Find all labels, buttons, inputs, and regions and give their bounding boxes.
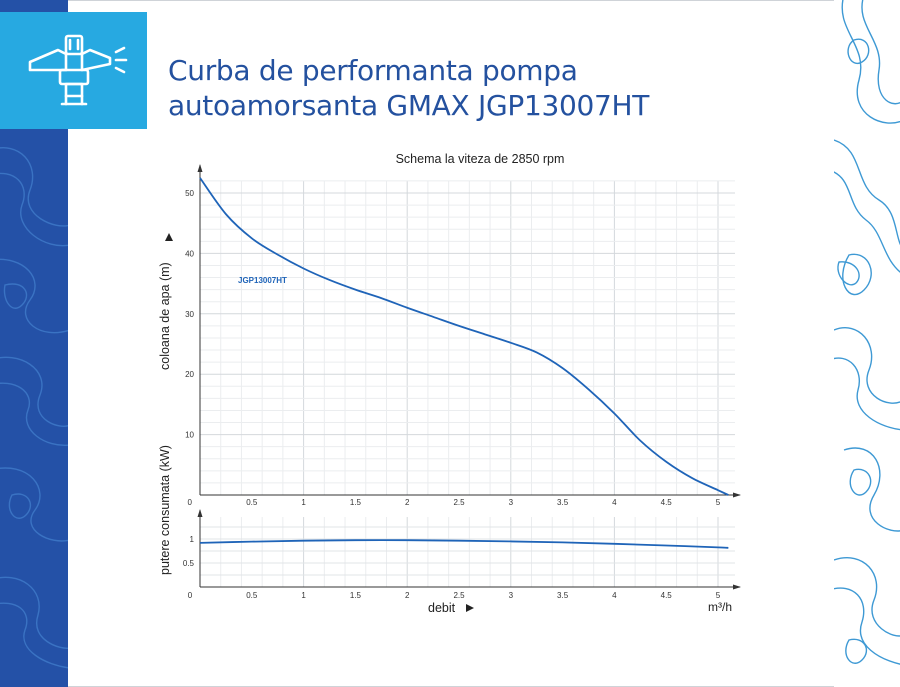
top-x-tick-label: 2.5 bbox=[453, 498, 465, 507]
page-title-line2: autoamorsanta GMAX JGP13007HT bbox=[168, 88, 650, 122]
top-x-tick-label: 3.5 bbox=[557, 498, 569, 507]
bottom-x-tick-label: 0 bbox=[188, 591, 193, 600]
top-y-label-arrow bbox=[165, 233, 173, 241]
top-x-tick-label: 4 bbox=[612, 498, 617, 507]
top-y-axis-arrow bbox=[197, 164, 203, 172]
contour-pattern-right bbox=[834, 0, 900, 665]
head-curve-line bbox=[199, 177, 729, 496]
top-y-axis-label: coloana de apa (m) bbox=[158, 262, 172, 370]
contour-pattern-left bbox=[0, 147, 68, 669]
top-x-axis-arrow bbox=[733, 492, 741, 498]
bottom-x-tick-label: 4.5 bbox=[661, 591, 673, 600]
bottom-y-tick-label: 1 bbox=[190, 535, 195, 544]
page-title-line1: Curba de performanta pompa bbox=[168, 53, 578, 87]
performance-chart: Schema la viteza de 2850 rpm 0.5 1 1.5 2 2.5… bbox=[158, 152, 741, 615]
power-curve-line bbox=[199, 539, 729, 549]
bottom-chart-grid bbox=[200, 517, 735, 587]
top-x-tick-label: 1 bbox=[301, 498, 306, 507]
top-x-tick-label: 0.5 bbox=[246, 498, 258, 507]
bottom-tick-labels: 0 0.5 1 1.5 2 2.5 3 3.5 4 4.5 5 0.5 1 bbox=[183, 535, 721, 600]
top-x-tick-label: 2 bbox=[405, 498, 410, 507]
bottom-x-tick-label: 4 bbox=[612, 591, 617, 600]
bottom-x-tick-label: 2.5 bbox=[453, 591, 465, 600]
sprinkler-pump-icon bbox=[28, 34, 128, 106]
bottom-x-tick-label: 1.5 bbox=[350, 591, 362, 600]
bottom-x-tick-label: 3 bbox=[509, 591, 514, 600]
page-title: Curba de performanta pompa autoamorsanta… bbox=[168, 53, 768, 123]
logo-box bbox=[0, 12, 147, 129]
bottom-x-axis-arrow bbox=[733, 584, 741, 590]
bottom-x-tick-label: 0.5 bbox=[246, 591, 258, 600]
bottom-x-tick-label: 3.5 bbox=[557, 591, 569, 600]
series-label: JGP13007HT bbox=[238, 276, 287, 285]
top-y-tick-label: 10 bbox=[185, 431, 194, 440]
bottom-x-tick-label: 2 bbox=[405, 591, 410, 600]
top-y-tick-label: 30 bbox=[185, 310, 194, 319]
right-decorative-band bbox=[834, 0, 900, 687]
x-axis-unit: m³/h bbox=[708, 600, 732, 614]
bottom-x-tick-label: 1 bbox=[301, 591, 306, 600]
top-chart-grid bbox=[200, 180, 735, 495]
top-y-tick-label: 50 bbox=[185, 189, 194, 198]
x-axis-label: debit bbox=[428, 601, 456, 615]
top-y-tick-label: 0 bbox=[188, 498, 193, 507]
top-y-tick-label: 20 bbox=[185, 370, 194, 379]
top-x-tick-label: 5 bbox=[716, 498, 721, 507]
x-label-arrow bbox=[466, 604, 474, 612]
bottom-x-tick-label: 5 bbox=[716, 591, 721, 600]
top-x-tick-label: 3 bbox=[509, 498, 514, 507]
bottom-y-axis-arrow bbox=[197, 509, 203, 517]
top-x-tick-label: 4.5 bbox=[661, 498, 673, 507]
bottom-y-tick-label: 0.5 bbox=[183, 559, 195, 568]
top-x-tick-label: 1.5 bbox=[350, 498, 362, 507]
chart-title: Schema la viteza de 2850 rpm bbox=[396, 152, 565, 166]
bottom-y-axis-label: putere consumata (kW) bbox=[158, 445, 172, 575]
top-y-tick-label: 40 bbox=[185, 249, 194, 258]
